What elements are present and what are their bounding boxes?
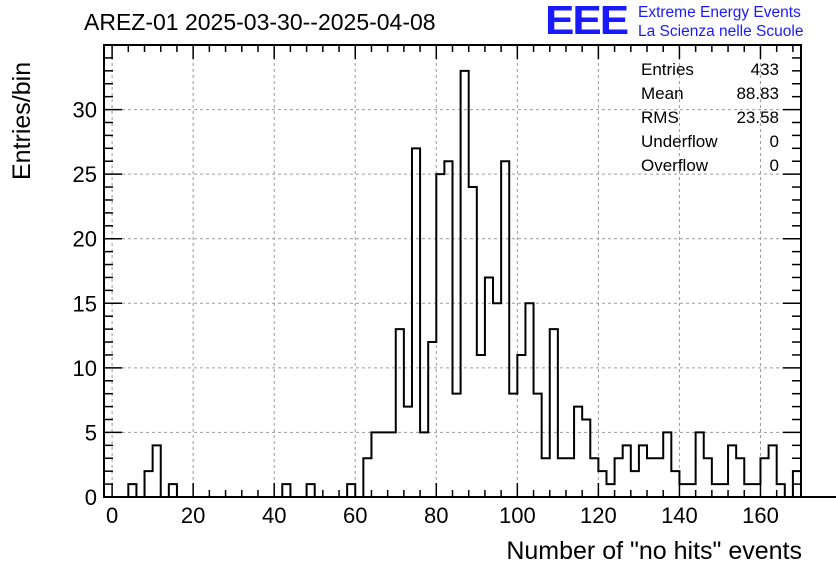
histogram-bin: [388, 432, 396, 497]
stats-row-overflow: Overflow 0: [641, 155, 779, 179]
y-tick-label: 10: [73, 356, 97, 381]
histogram-bin: [485, 277, 493, 497]
histogram-bin: [542, 458, 550, 497]
histogram-bin: [493, 303, 501, 497]
histogram-bin: [380, 432, 388, 497]
histogram-bin: [501, 161, 509, 497]
x-tick-label: 160: [742, 503, 779, 528]
histogram-bin: [760, 458, 768, 497]
histogram-bin: [453, 394, 461, 497]
stats-value: 23.58: [736, 108, 779, 127]
histogram-bin: [631, 471, 639, 497]
histogram-bin: [347, 484, 355, 497]
logo-caption: Extreme Energy Events La Scienza nelle S…: [638, 3, 803, 41]
histogram-bin: [582, 420, 590, 497]
histogram-bin: [420, 432, 428, 497]
x-tick-label: 120: [580, 503, 617, 528]
histogram-bin: [307, 484, 315, 497]
stats-value: 433: [750, 60, 779, 79]
histogram-bin: [623, 445, 631, 497]
histogram-bin: [509, 394, 517, 497]
histogram-bin: [752, 484, 760, 497]
histogram-bin: [145, 471, 153, 497]
stats-row-entries: Entries 433: [641, 59, 779, 83]
histogram-bin: [720, 484, 728, 497]
histogram-bin: [412, 148, 420, 497]
histogram-bin: [712, 484, 720, 497]
x-tick-label: 20: [181, 503, 205, 528]
x-tick-label: 0: [106, 503, 118, 528]
stats-label: Entries: [641, 60, 694, 79]
histogram-bin: [777, 484, 785, 497]
stats-value: 0: [769, 156, 779, 175]
stats-row-mean: Mean 88.83: [641, 83, 779, 107]
histogram-bin: [671, 471, 679, 497]
x-tick-label: 80: [424, 503, 448, 528]
histogram-bin: [534, 394, 542, 497]
histogram-bin: [566, 458, 574, 497]
histogram-bin: [404, 407, 412, 497]
histogram-bin: [769, 445, 777, 497]
stats-label: Mean: [641, 84, 684, 103]
x-tick-label: 40: [262, 503, 286, 528]
stats-value: 88.83: [736, 84, 779, 103]
stats-value: 0: [769, 132, 779, 151]
y-tick-label: 15: [73, 291, 97, 316]
y-tick-label: 25: [73, 162, 97, 187]
histogram-bin: [525, 303, 533, 497]
y-tick-label: 30: [73, 98, 97, 123]
histogram-bin: [436, 174, 444, 497]
histogram-bin: [744, 484, 752, 497]
stats-box: Entries 433 Mean 88.83 RMS 23.58 Underfl…: [641, 59, 779, 179]
histogram-bin: [615, 458, 623, 497]
logo-caption-line1: Extreme Energy Events: [638, 4, 801, 21]
histogram-bin: [590, 458, 598, 497]
y-tick-label: 20: [73, 227, 97, 252]
x-tick-label: 100: [499, 503, 536, 528]
eee-logo: EEE: [545, 0, 629, 44]
histogram-bin: [736, 458, 744, 497]
histogram-bin: [444, 161, 452, 497]
histogram-bin: [517, 355, 525, 497]
histogram-bin: [679, 484, 687, 497]
histogram-bin: [696, 432, 704, 497]
histogram-bin: [128, 484, 136, 497]
histogram-bin: [396, 329, 404, 497]
y-axis-label: Entries/bin: [8, 61, 36, 180]
histogram-bin: [574, 407, 582, 497]
stats-label: RMS: [641, 108, 679, 127]
histogram-bin: [606, 484, 614, 497]
logo-caption-line2: La Scienza nelle Scuole: [638, 23, 804, 40]
stats-row-underflow: Underflow 0: [641, 131, 779, 155]
histogram-bin: [704, 458, 712, 497]
y-tick-label: 0: [85, 485, 97, 510]
x-tick-label: 60: [343, 503, 367, 528]
stats-row-rms: RMS 23.58: [641, 107, 779, 131]
histogram-bin: [655, 458, 663, 497]
histogram-bin: [663, 432, 671, 497]
histogram-bin: [282, 484, 290, 497]
histogram-bin: [428, 342, 436, 497]
histogram-bin: [598, 471, 606, 497]
histogram-bin: [558, 458, 566, 497]
histogram-bin: [477, 355, 485, 497]
histogram-bin: [169, 484, 177, 497]
x-tick-label: 140: [661, 503, 698, 528]
histogram-bin: [647, 458, 655, 497]
histogram-bin: [728, 445, 736, 497]
y-tick-label: 5: [85, 420, 97, 445]
stats-label: Overflow: [641, 156, 709, 175]
histogram-bin: [461, 71, 469, 497]
histogram-bin: [363, 458, 371, 497]
histogram-bin: [371, 432, 379, 497]
histogram-bin: [688, 484, 696, 497]
x-axis-label: Number of "no hits" events: [506, 537, 802, 565]
histogram-bin: [639, 445, 647, 497]
chart-title: AREZ-01 2025-03-30--2025-04-08: [84, 9, 436, 35]
stats-label: Underflow: [641, 132, 718, 151]
histogram-bin: [550, 329, 558, 497]
histogram-bin: [153, 445, 161, 497]
histogram-bin: [469, 187, 477, 497]
